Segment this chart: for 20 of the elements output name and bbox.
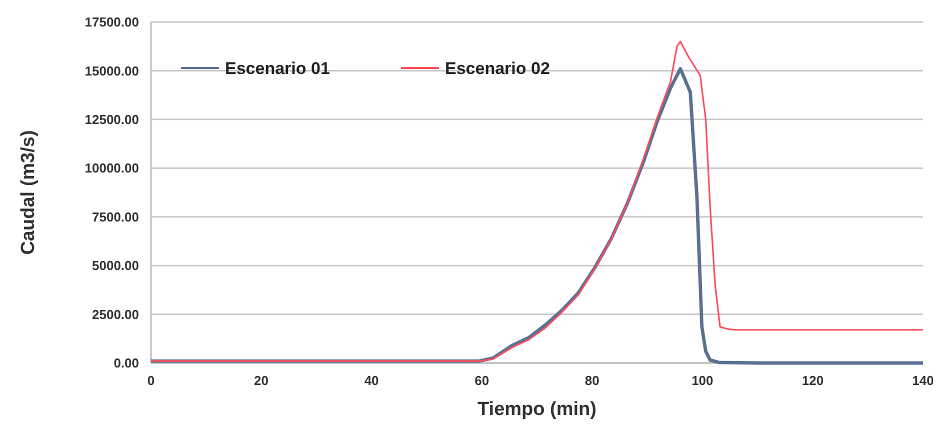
y-tick-label: 2500.00 bbox=[92, 306, 139, 322]
y-tick-label: 15000.00 bbox=[84, 63, 139, 78]
x-tick-label: 60 bbox=[474, 373, 490, 388]
legend-label: Escenario 02 bbox=[445, 58, 550, 78]
y-axis-title: Caudal (m3/s) bbox=[18, 130, 39, 255]
x-axis-title: Tiempo (min) bbox=[478, 399, 596, 420]
x-tick-label: 80 bbox=[584, 373, 600, 388]
x-tick-label: 120 bbox=[802, 373, 824, 388]
y-tick-label: 5000.00 bbox=[92, 258, 139, 274]
x-tick-label: 0 bbox=[147, 373, 155, 388]
y-tick-label: 12500.00 bbox=[84, 112, 139, 127]
y-tick-label: 10000.00 bbox=[84, 160, 139, 176]
y-tick-label: 17500.00 bbox=[84, 14, 139, 30]
x-tick-label: 140 bbox=[912, 373, 934, 388]
x-tick-label: 40 bbox=[364, 373, 379, 388]
y-tick-label: 0.00 bbox=[114, 356, 139, 371]
legend-label: Escenario 01 bbox=[225, 58, 330, 78]
y-tick-label: 7500.00 bbox=[92, 209, 139, 224]
x-tick-label: 100 bbox=[692, 373, 714, 388]
x-tick-label: 20 bbox=[254, 373, 269, 388]
